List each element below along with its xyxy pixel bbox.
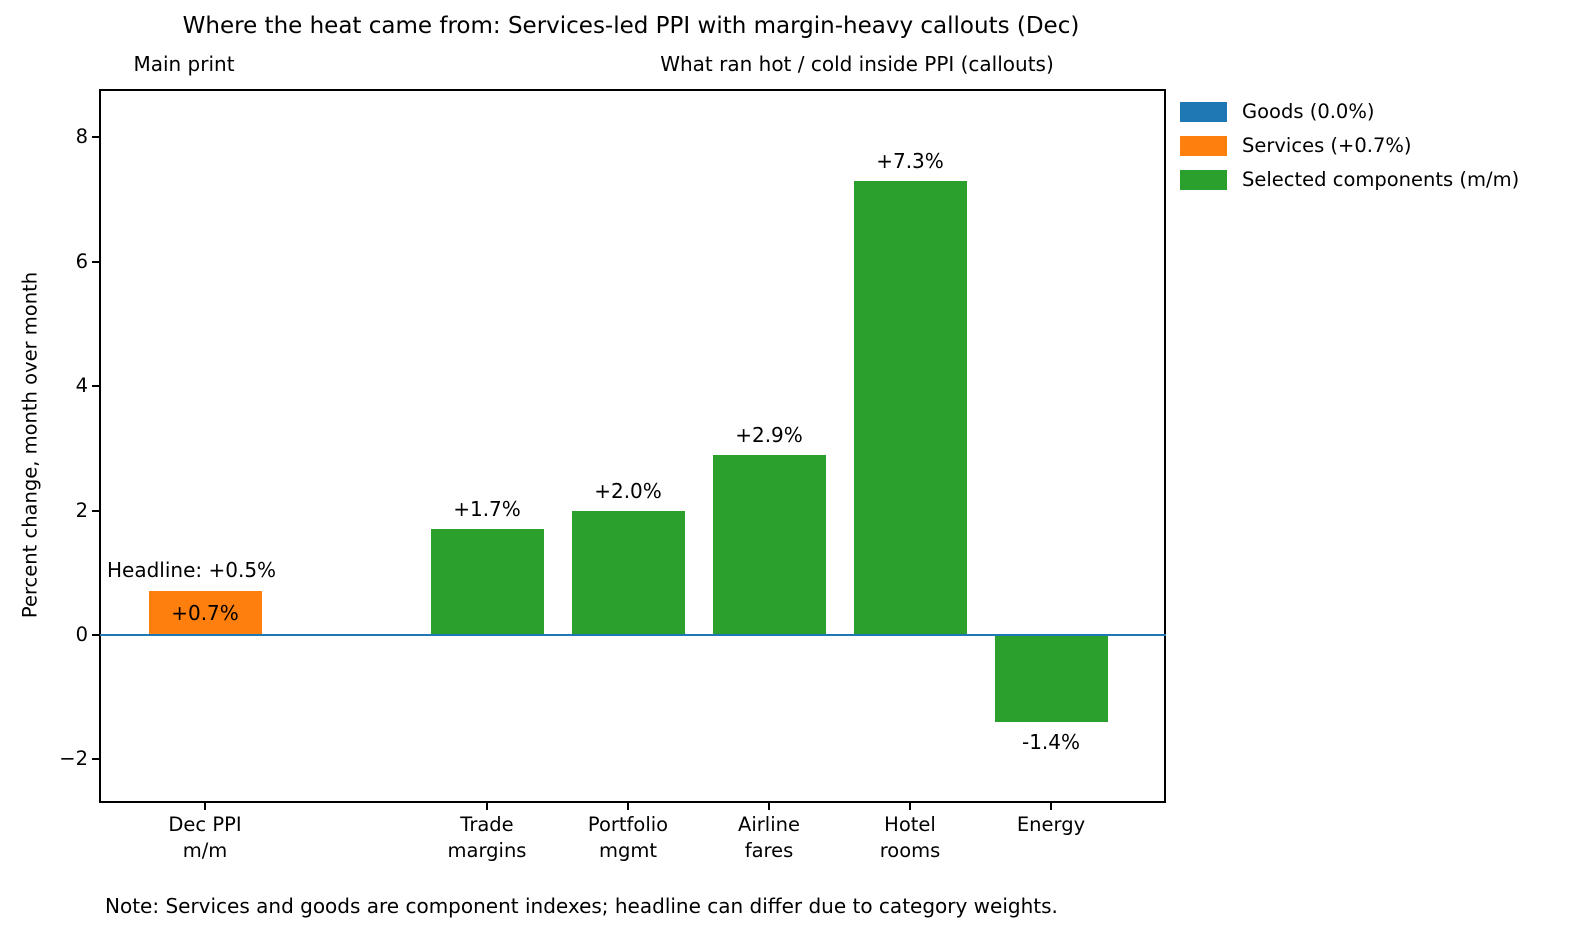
y-axis-label: Percent change, month over month: [18, 271, 42, 619]
y-tick-label: −2: [59, 747, 88, 771]
bar-value-label: +0.7%: [171, 601, 239, 626]
bar-value-label: +2.9%: [735, 422, 803, 447]
y-tick-label: 0: [75, 623, 88, 646]
legend-item-services-0-7-: Services (+0.7%): [1180, 134, 1560, 170]
plot-area: [99, 89, 1166, 803]
bar-trade: [430, 529, 544, 635]
x-tick-mark: [768, 802, 770, 810]
subtitle-main-print: Main print: [133, 52, 235, 76]
legend-item-selected-components-m-m-: Selected components (m/m): [1180, 168, 1560, 204]
footnote: Note: Services and goods are component i…: [105, 894, 1058, 918]
y-tick-label: 8: [75, 125, 88, 149]
y-tick-mark: [92, 385, 100, 388]
x-tick-mark: [486, 802, 488, 810]
bar-airline: [712, 454, 826, 635]
x-tick-label: Airline fares: [738, 813, 800, 862]
x-tick-mark: [627, 802, 629, 810]
subtitle-callouts: What ran hot / cold inside PPI (callouts…: [660, 52, 1054, 76]
bar-portfolio: [571, 510, 685, 635]
legend-label: Services (+0.7%): [1242, 134, 1412, 157]
legend-swatch-services-0-7-: [1180, 136, 1227, 156]
legend-label: Selected components (m/m): [1242, 168, 1520, 191]
x-tick-label: Portfolio mgmt: [587, 813, 669, 862]
y-tick-mark: [92, 634, 100, 636]
legend-label: Goods (0.0%): [1242, 100, 1375, 123]
bar-hotel: [853, 180, 967, 635]
y-tick-mark: [92, 136, 100, 139]
bar-value-label: +1.7%: [453, 497, 521, 522]
bar-energy: [994, 635, 1108, 723]
x-tick-mark: [909, 802, 911, 810]
x-tick-label: Hotel rooms: [879, 813, 941, 862]
x-tick-label: Dec PPI m/m: [168, 813, 242, 862]
chart-title: Where the heat came from: Services-led P…: [182, 13, 1080, 39]
y-tick-label: 6: [75, 249, 88, 273]
zero-baseline: [100, 633, 1166, 637]
headline-annotation: Headline: +0.5%: [107, 558, 277, 582]
y-tick-mark: [92, 509, 100, 512]
y-tick-label: 4: [75, 374, 88, 398]
x-tick-mark: [204, 802, 206, 810]
bar-value-label: +2.0%: [594, 478, 662, 503]
x-tick-label: Energy: [1016, 813, 1086, 836]
legend-item-goods-0-0-: Goods (0.0%): [1180, 100, 1560, 136]
y-tick-mark: [92, 758, 100, 761]
y-tick-label: 2: [75, 498, 88, 522]
legend-swatch-goods-0-0-: [1180, 102, 1227, 122]
y-tick-mark: [92, 260, 100, 263]
x-tick-label: Trade margins: [447, 813, 527, 862]
x-tick-mark: [1050, 802, 1052, 810]
bar-value-label: +7.3%: [876, 148, 944, 173]
legend-swatch-selected-components-m-m-: [1180, 170, 1227, 190]
bar-value-label: -1.4%: [1021, 730, 1081, 755]
bar-dec-ppi: [148, 591, 262, 635]
